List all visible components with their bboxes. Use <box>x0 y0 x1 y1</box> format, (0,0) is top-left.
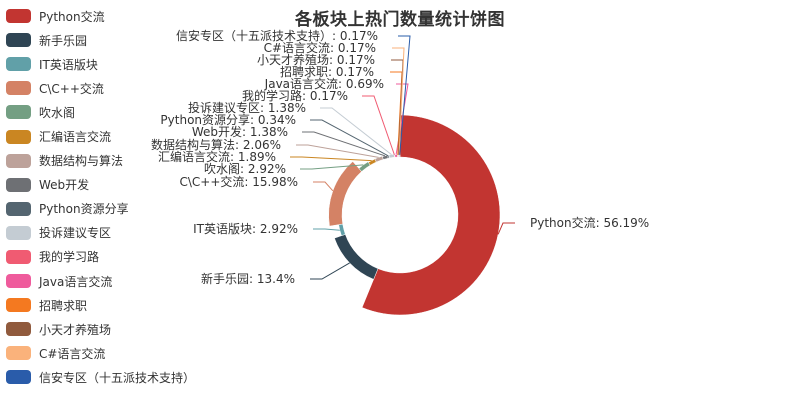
legend-item[interactable]: 我的学习路 <box>6 245 195 269</box>
legend-item[interactable]: Python资源分享 <box>6 197 195 221</box>
legend-item[interactable]: Python交流 <box>6 4 195 28</box>
legend-swatch-icon <box>6 177 31 192</box>
legend-swatch-icon <box>6 105 31 120</box>
pie-slice[interactable] <box>358 161 371 172</box>
legend-label: 吹水阁 <box>39 105 76 120</box>
legend-swatch-icon <box>6 153 31 168</box>
legend-swatch-icon <box>6 322 31 337</box>
slice-label: 小天才养殖场: 0.17% <box>257 52 375 67</box>
pie-slice[interactable] <box>382 154 389 160</box>
slice-label: 新手乐园: 13.4% <box>201 271 295 286</box>
pie-slice[interactable] <box>388 154 395 159</box>
chart-title: 各板块上热门数量统计饼图 <box>295 10 505 30</box>
label-leader-line <box>310 262 350 280</box>
pie-slice[interactable] <box>328 161 362 227</box>
label-leader-line <box>313 228 340 231</box>
legend-label: C#语言交流 <box>39 346 106 361</box>
label-leader-line <box>310 119 389 157</box>
slice-label: Python资源分享: 0.34% <box>160 112 296 127</box>
slice-label: 信安专区（十五派技术支持）: 0.17% <box>176 28 378 43</box>
legend-label: IT英语版块 <box>39 57 98 72</box>
label-leader-line <box>392 47 405 155</box>
slice-label: C\C++交流: 15.98% <box>179 174 298 189</box>
legend-swatch-icon <box>6 33 31 48</box>
pie-slice[interactable] <box>399 154 401 158</box>
legend-swatch-icon <box>6 274 31 289</box>
label-leader-line <box>320 107 392 156</box>
legend-swatch-icon <box>6 249 31 264</box>
label-leader-line <box>296 144 379 158</box>
slice-label: 汇编语言交流: 1.89% <box>158 149 276 164</box>
legend-swatch-icon <box>6 298 31 313</box>
legend-swatch-icon <box>6 81 31 96</box>
legend-label: 新手乐园 <box>39 33 88 48</box>
pie-slice[interactable] <box>394 154 398 158</box>
legend-item[interactable]: 小天才养殖场 <box>6 317 195 341</box>
legend-swatch-icon <box>6 9 31 24</box>
slice-label: 招聘求职: 0.17% <box>280 65 374 79</box>
legend-swatch-icon <box>6 129 31 144</box>
label-leader-line <box>497 222 515 235</box>
legend-swatch-icon <box>6 201 31 216</box>
slice-label: Python交流: 56.19% <box>530 215 649 230</box>
legend-label: 数据结构与算法 <box>39 154 124 169</box>
legend-label: C\C++交流 <box>39 81 104 96</box>
legend-item[interactable]: Java语言交流 <box>6 269 195 293</box>
legend-item[interactable]: IT英语版块 <box>6 52 195 76</box>
slice-label: Web开发: 1.38% <box>192 124 288 139</box>
label-leader-line <box>302 131 386 157</box>
legend-item[interactable]: 信安专区（十五派技术支持） <box>6 365 195 389</box>
slice-label: Java语言交流: 0.69% <box>264 76 384 91</box>
legend-swatch-icon <box>6 346 31 361</box>
label-leader-line <box>313 181 334 192</box>
slice-label: 数据结构与算法: 2.06% <box>151 137 281 152</box>
slice-label: IT英语版块: 2.92% <box>193 222 298 236</box>
legend-label: 信安专区（十五派技术支持） <box>39 370 196 385</box>
legend-label: Web开发 <box>39 178 90 193</box>
legend-label: Python资源分享 <box>39 202 129 217</box>
legend-item[interactable]: 新手乐园 <box>6 28 195 52</box>
label-leader-line <box>290 156 372 162</box>
legend-item[interactable]: 吹水阁 <box>6 100 195 124</box>
legend-item[interactable]: 投诉建议专区 <box>6 221 195 245</box>
pie-slice[interactable] <box>374 155 384 163</box>
legend-label: 招聘求职 <box>39 298 88 313</box>
label-leader-line <box>362 95 395 156</box>
legend-label: Java语言交流 <box>39 274 113 289</box>
pie-slice[interactable] <box>334 234 379 280</box>
legend-label: 投诉建议专区 <box>39 226 112 241</box>
legend-item[interactable]: 数据结构与算法 <box>6 149 195 173</box>
legend-swatch-icon <box>6 370 31 385</box>
legend: Python交流 新手乐园 IT英语版块 C\C++交流 吹水阁汇编语言交流 数据结构与算… <box>6 4 195 390</box>
legend-item[interactable]: 汇编语言交流 <box>6 124 195 148</box>
legend-item[interactable]: 招聘求职 <box>6 293 195 317</box>
label-leader-line <box>398 35 411 155</box>
slice-label: 投诉建议专区: 1.38% <box>188 100 306 115</box>
pie-slice[interactable] <box>361 114 501 316</box>
slice-label: 我的学习路: 0.17% <box>242 88 348 103</box>
legend-label: Python交流 <box>39 9 105 24</box>
slice-label: 吹水阁: 2.92% <box>204 162 286 176</box>
legend-label: 汇编语言交流 <box>39 130 112 145</box>
label-leader-line <box>300 164 364 170</box>
legend-item[interactable]: C\C++交流 <box>6 76 195 100</box>
slice-label: C#语言交流: 0.17% <box>264 40 376 55</box>
legend-item[interactable]: C#语言交流 <box>6 341 195 365</box>
legend-item[interactable]: Web开发 <box>6 173 195 197</box>
legend-swatch-icon <box>6 225 31 240</box>
legend-label: 我的学习路 <box>39 250 100 265</box>
legend-label: 小天才养殖场 <box>39 322 112 337</box>
legend-swatch-icon <box>6 57 31 72</box>
